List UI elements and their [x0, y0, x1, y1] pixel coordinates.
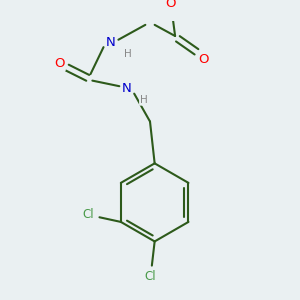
Text: O: O [165, 0, 176, 10]
Text: H: H [140, 95, 147, 105]
Text: O: O [199, 53, 209, 66]
Text: N: N [106, 36, 116, 49]
Text: Cl: Cl [82, 208, 94, 221]
Text: O: O [55, 57, 65, 70]
Text: H: H [124, 49, 132, 59]
Text: N: N [122, 82, 132, 95]
Text: Cl: Cl [144, 270, 156, 283]
